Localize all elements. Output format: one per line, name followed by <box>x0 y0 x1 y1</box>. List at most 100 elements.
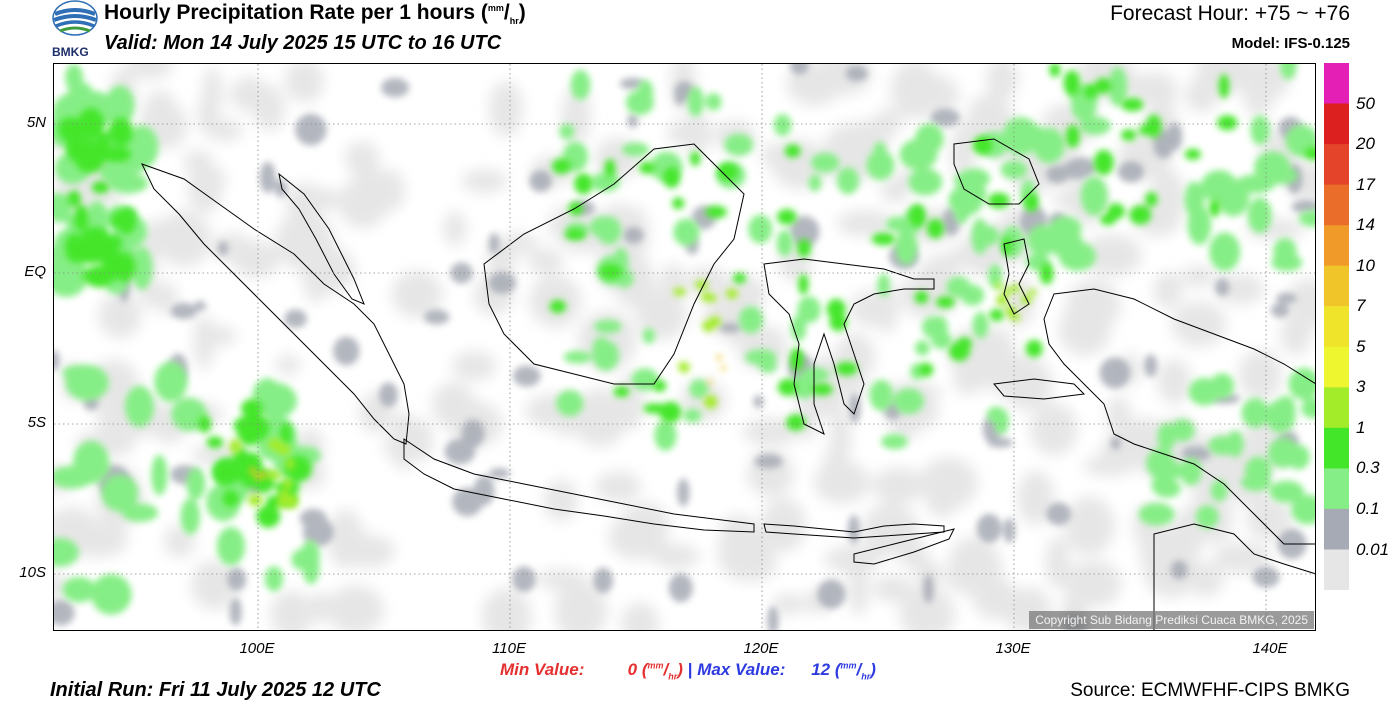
precip-cell <box>674 86 686 106</box>
precip-cell <box>753 395 764 409</box>
precip-cell <box>923 574 934 604</box>
precip-cell <box>1280 314 1312 356</box>
precip-cell <box>822 123 881 184</box>
precip-cell <box>125 385 154 428</box>
precip-cell <box>101 474 139 512</box>
precip-cell <box>919 468 964 493</box>
precip-cell <box>1218 74 1230 99</box>
precip-cell <box>1062 159 1094 180</box>
precip-cell <box>869 379 894 411</box>
precip-cell <box>276 354 300 376</box>
precip-cell <box>733 272 747 284</box>
borneo-coast <box>483 143 745 385</box>
precip-cell <box>131 246 153 290</box>
bmkg-logo: BMKG <box>50 0 100 62</box>
precip-cell <box>229 439 242 454</box>
precip-cell <box>1209 199 1221 217</box>
precip-cell <box>91 181 110 194</box>
min-value: 0 <box>627 660 638 679</box>
precip-cell <box>489 81 523 137</box>
precip-cell <box>270 590 313 630</box>
precip-cell <box>1027 289 1038 296</box>
lat-label-eq: EQ <box>24 263 46 280</box>
precip-cell <box>1000 160 1028 179</box>
precip-cell <box>705 93 722 111</box>
colorbar-label: 1 <box>1356 417 1366 437</box>
colorbar-label: 0.1 <box>1356 498 1380 518</box>
precip-cell <box>556 390 584 417</box>
title-unit-bottom: hr <box>509 16 519 27</box>
precip-cell <box>673 287 686 296</box>
precip-cell <box>54 538 79 567</box>
precip-cell <box>687 86 704 117</box>
precip-cell <box>183 150 213 173</box>
precip-cell <box>256 473 263 480</box>
forecast-hour: Forecast Hour: +75 ~ +76 <box>1110 2 1350 25</box>
precip-cell <box>890 64 940 120</box>
precip-cell <box>1288 367 1315 401</box>
precip-cell <box>237 425 263 446</box>
precip-cell <box>722 275 767 312</box>
precip-cell <box>935 296 956 309</box>
precip-cell <box>196 325 237 347</box>
precip-cell <box>529 170 552 192</box>
java-coast <box>403 438 755 533</box>
precip-cell <box>170 302 198 320</box>
colorbar-label: 0.3 <box>1356 458 1380 478</box>
precip-cell <box>667 121 690 145</box>
min-max-values: Min Value: 0 (mm/hr) | Max Value: 12 (mm… <box>500 660 876 681</box>
precip-cell <box>777 209 797 225</box>
precip-cell <box>677 478 690 507</box>
precip-cell <box>1238 349 1282 401</box>
precip-cell <box>642 328 656 344</box>
precip-cell <box>65 133 88 162</box>
colorbar-swatch <box>1324 427 1349 469</box>
precip-cell <box>1171 301 1227 347</box>
precip-cell <box>707 379 713 385</box>
precip-cell <box>451 351 497 381</box>
precip-cell <box>592 337 611 363</box>
precip-cell <box>625 90 654 115</box>
precip-cell <box>1250 115 1270 145</box>
min-label: Min Value: <box>500 660 585 679</box>
precip-cell <box>899 587 955 630</box>
precip-cell <box>1163 461 1183 480</box>
precip-cell <box>527 248 564 274</box>
colorbar-swatch <box>1324 144 1349 186</box>
precip-cell <box>908 168 943 196</box>
precip-cell <box>295 64 323 103</box>
precip-cell <box>450 262 473 284</box>
precip-cell <box>391 270 443 318</box>
precip-cell <box>826 298 846 320</box>
precip-cell <box>139 219 184 257</box>
precip-cell <box>717 354 722 361</box>
precip-cell <box>631 368 659 391</box>
malaya-coast <box>278 172 365 305</box>
precip-cell <box>543 479 579 522</box>
precip-cell <box>986 64 1019 100</box>
precip-cell <box>503 232 539 254</box>
precip-cell <box>54 254 88 298</box>
precip-cell <box>777 378 798 396</box>
precip-cell <box>717 162 739 181</box>
precip-cell <box>1180 457 1202 486</box>
precip-cell <box>652 379 667 392</box>
precip-cell <box>1304 146 1315 160</box>
precip-cell <box>73 204 89 232</box>
precip-cell <box>295 113 327 146</box>
precip-cell <box>608 513 668 560</box>
precip-cell <box>1058 302 1111 356</box>
precip-cell <box>950 122 976 181</box>
precip-cell <box>701 292 714 302</box>
precip-cell <box>1093 149 1114 176</box>
precip-cell <box>1210 373 1235 399</box>
precip-cell <box>748 214 773 244</box>
precip-cell <box>1184 148 1202 160</box>
precip-cell <box>1063 70 1081 96</box>
minmax-separator: | <box>687 660 693 679</box>
bmkg-logo-icon <box>52 0 98 36</box>
precip-cell <box>1216 274 1265 305</box>
precip-cell <box>264 566 284 592</box>
precip-cell <box>798 273 809 295</box>
precip-cell <box>1170 560 1188 580</box>
